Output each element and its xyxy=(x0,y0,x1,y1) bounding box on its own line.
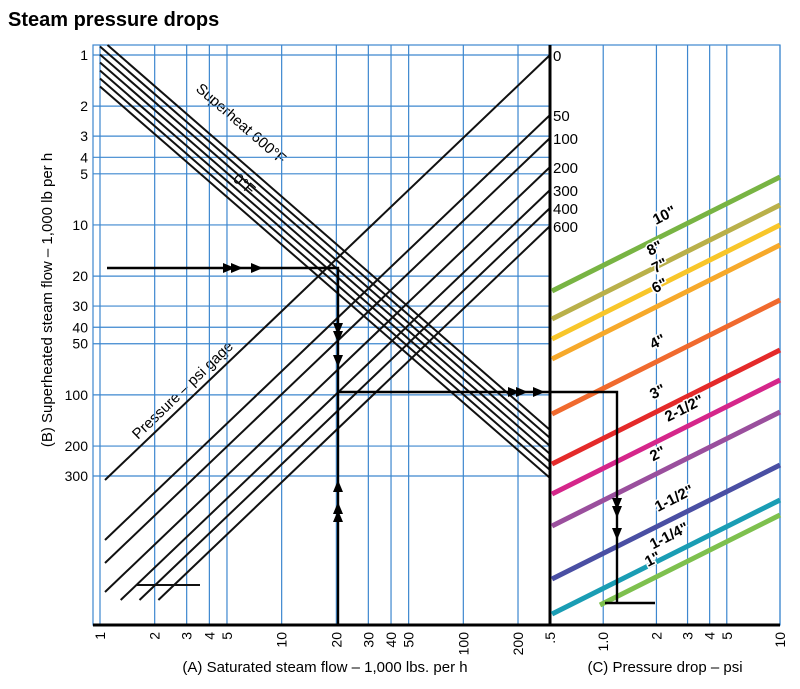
arrow xyxy=(612,506,622,518)
x-tick-label: 1 xyxy=(92,632,108,640)
y-tick-label: 300 xyxy=(65,468,89,484)
x2-tick-label: .5 xyxy=(542,632,558,644)
pipe-line xyxy=(550,174,782,294)
pressure-value-label: 600 xyxy=(553,219,578,236)
pipe-label: 3" xyxy=(647,381,669,403)
pipe-line xyxy=(598,512,782,608)
arrow xyxy=(231,263,243,273)
y-tick-label: 20 xyxy=(72,268,88,284)
pressure-value-label: 100 xyxy=(553,131,578,148)
example-path xyxy=(338,390,619,603)
x-tick-label: 50 xyxy=(401,632,417,648)
x2-tick-label: 5 xyxy=(719,632,735,640)
x-tick-label: 3 xyxy=(179,632,195,640)
y-tick-label: 30 xyxy=(72,298,88,314)
arrow xyxy=(333,510,343,522)
arrow xyxy=(333,502,343,514)
x2-tick-label: 10 xyxy=(772,632,788,648)
pipe-line xyxy=(550,242,782,362)
superheat-line xyxy=(99,77,551,471)
arrow xyxy=(508,387,520,397)
superheat-line xyxy=(99,85,551,479)
x-tick-label: 5 xyxy=(219,632,235,640)
superheat-line xyxy=(99,69,551,463)
pressure-value-label: 200 xyxy=(553,160,578,177)
superheat-line xyxy=(99,45,551,439)
x-tick-label: 20 xyxy=(328,632,344,648)
y-tick-label: 3 xyxy=(80,128,88,144)
pressure-line xyxy=(119,189,551,601)
pressure-line xyxy=(104,137,551,564)
pressure-line xyxy=(157,225,551,601)
superheat-line xyxy=(99,53,551,447)
x-tick-label: 2 xyxy=(147,632,163,640)
pipe-line xyxy=(550,297,782,417)
y-tick-label: 1 xyxy=(80,47,88,63)
pipe-line xyxy=(550,202,782,322)
pressure-line xyxy=(104,166,551,593)
pipe-line xyxy=(550,347,782,467)
y-tick-label: 4 xyxy=(80,149,88,165)
x2-tick-label: 2 xyxy=(648,632,664,640)
arrow xyxy=(333,331,343,343)
superheat-line xyxy=(106,44,551,431)
pipe-line xyxy=(550,377,782,497)
y-tick-label: 100 xyxy=(65,387,89,403)
pressure-value-label: 50 xyxy=(553,108,570,125)
arrow xyxy=(333,480,343,492)
y-tick-label: 200 xyxy=(65,438,89,454)
x-tick-label: 10 xyxy=(274,632,290,648)
arrow xyxy=(333,323,343,335)
y-axis-label: (B) Superheated steam flow – 1,000 lb pe… xyxy=(39,153,56,447)
y-tick-label: 5 xyxy=(80,166,88,182)
superheat-line xyxy=(99,61,551,455)
x2-tick-label: 3 xyxy=(680,632,696,640)
arrow xyxy=(516,387,528,397)
pipe-label: 6" xyxy=(649,275,671,297)
pipe-line xyxy=(550,409,782,529)
pipe-line xyxy=(550,497,782,617)
y-tick-label: 2 xyxy=(80,98,88,114)
chart-title: Steam pressure drops xyxy=(8,9,219,31)
x-tick-label: 40 xyxy=(383,632,399,648)
pressure-value-label: 400 xyxy=(553,201,578,218)
arrow xyxy=(251,263,263,273)
x-tick-label: 4 xyxy=(201,632,217,640)
y-tick-label: 50 xyxy=(72,336,88,352)
x-tick-label: 100 xyxy=(455,632,471,656)
arrow xyxy=(223,263,235,273)
pressure-label: Pressure – psi gage xyxy=(129,338,237,443)
y-tick-label: 40 xyxy=(72,319,88,335)
pipe-line xyxy=(550,222,782,342)
pressure-line xyxy=(138,207,551,601)
arrow xyxy=(612,528,622,540)
pressure-value-label: 0 xyxy=(553,48,561,65)
x-axis-label: (A) Saturated steam flow – 1,000 lbs. pe… xyxy=(182,659,467,676)
x-tick-label: 30 xyxy=(360,632,376,648)
pressure-value-label: 300 xyxy=(553,183,578,200)
pipe-label: 4" xyxy=(647,331,669,353)
y-tick-label: 10 xyxy=(72,217,88,233)
pipe-line xyxy=(550,462,782,582)
x2-axis-label: (C) Pressure drop – psi xyxy=(587,659,742,676)
x-tick-label: 200 xyxy=(510,632,526,656)
x2-tick-label: 4 xyxy=(702,632,718,640)
arrow xyxy=(612,498,622,510)
pipe-label: 10" xyxy=(650,203,679,229)
pressure-line xyxy=(104,114,551,541)
arrow xyxy=(533,387,545,397)
arrow xyxy=(333,355,343,367)
x2-tick-label: 1.0 xyxy=(595,632,611,652)
